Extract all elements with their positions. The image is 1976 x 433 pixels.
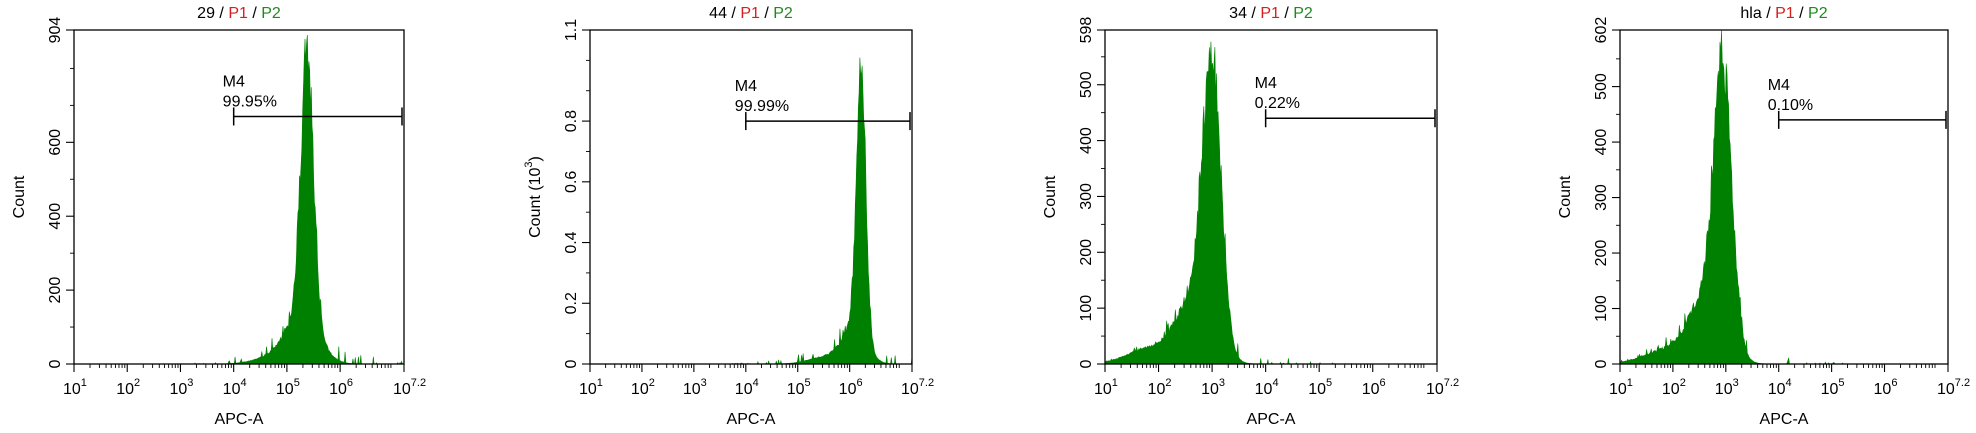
y-tick-label: 600 <box>47 129 64 156</box>
y-tick-label: 300 <box>1593 184 1610 211</box>
y-tick-label: 0.6 <box>563 171 580 193</box>
y-tick-label: 400 <box>47 203 64 230</box>
chart-title: hla / P1 / P2 <box>1740 5 1827 22</box>
x-tick-label: 101 <box>1094 377 1118 398</box>
x-tick-label: 103 <box>1201 377 1225 398</box>
title-p2: P2 <box>1293 5 1313 22</box>
plot-frame <box>589 29 913 365</box>
gate-percent: 0.22% <box>1255 95 1300 112</box>
x-axis-label: APC-A <box>1760 411 1809 428</box>
y-tick-label: 0.8 <box>563 110 580 132</box>
x-tick-label: 105 <box>1308 377 1332 398</box>
y-tick-label: 0 <box>1078 359 1095 368</box>
x-tick-label: 107.2 <box>901 377 934 398</box>
x-tick-label: 105 <box>1821 377 1845 398</box>
gate-name: M4 <box>1255 75 1277 92</box>
x-tick-label: 103 <box>169 377 193 398</box>
x-axis-label: APC-A <box>215 411 264 428</box>
title-sep: / <box>760 5 773 22</box>
y-tick-label: 0 <box>563 359 580 368</box>
gate-percent: 0.10% <box>1768 97 1813 114</box>
y-tick-label: 602 <box>1593 17 1610 44</box>
y-tick-label: 200 <box>1078 239 1095 266</box>
x-tick-label: 102 <box>1148 377 1172 398</box>
y-tick-label: 0 <box>1593 359 1610 368</box>
y-tick-label: 200 <box>1593 240 1610 267</box>
x-tick-label: 104 <box>223 377 247 398</box>
x-axis-label: APC-A <box>1247 411 1296 428</box>
y-tick-label: 598 <box>1078 17 1095 44</box>
title-p1: P1 <box>740 5 760 22</box>
y-tick-label: 500 <box>1078 71 1095 98</box>
histogram-panel-4: hla / P1 / P2 101 102 103 104 105 106 107.2 0 100… <box>1557 5 1970 428</box>
histogram-panel-3: 34 / P1 / P2 101 102 103 104 105 106 107.2 0 100 2… <box>1042 5 1459 428</box>
y-axis-label: Count <box>11 175 28 218</box>
title-p2: P2 <box>773 5 793 22</box>
x-tick-label: 107.2 <box>393 377 426 398</box>
y-tick-label: 100 <box>1593 295 1610 322</box>
title-sample: hla / <box>1740 5 1775 22</box>
x-tick-label: 106 <box>1362 377 1386 398</box>
y-axis-label: Count <box>1557 175 1574 218</box>
x-tick-label: 107.2 <box>1426 377 1459 398</box>
chart-title: 44 / P1 / P2 <box>709 5 793 22</box>
title-p2: P2 <box>1808 5 1828 22</box>
title-sep: / <box>1795 5 1808 22</box>
y-tick-label: 904 <box>47 17 64 44</box>
y-axis-label: Count (103) <box>523 156 544 238</box>
gate-name: M4 <box>223 73 245 90</box>
x-tick-label: 106 <box>839 377 863 398</box>
y-tick-label: 300 <box>1078 183 1095 210</box>
x-axis-label: APC-A <box>727 411 776 428</box>
y-tick-label: 100 <box>1078 295 1095 322</box>
y-tick-label: 1.1 <box>563 19 580 41</box>
title-sample: 29 / <box>197 5 228 22</box>
y-tick-label: 500 <box>1593 73 1610 100</box>
x-tick-label: 107.2 <box>1937 377 1970 398</box>
gate-percent: 99.95% <box>223 93 277 110</box>
y-axis-label: Count <box>1042 175 1059 218</box>
title-p1: P1 <box>228 5 248 22</box>
x-tick-label: 102 <box>631 377 655 398</box>
gate-name: M4 <box>735 78 757 95</box>
y-tick-label: 400 <box>1078 127 1095 154</box>
plot-frame <box>73 29 405 365</box>
y-tick-label: 0.2 <box>563 292 580 314</box>
x-tick-label: 106 <box>329 377 353 398</box>
title-sep: / <box>248 5 261 22</box>
x-tick-label: 104 <box>1255 377 1279 398</box>
x-tick-label: 106 <box>1874 377 1898 398</box>
x-tick-label: 102 <box>116 377 140 398</box>
title-sep: / <box>1280 5 1293 22</box>
x-tick-label: 102 <box>1662 377 1686 398</box>
gate-name: M4 <box>1768 77 1790 94</box>
x-tick-label: 101 <box>1609 377 1633 398</box>
x-tick-label: 103 <box>1715 377 1739 398</box>
title-p1: P1 <box>1260 5 1280 22</box>
plot-frame <box>1104 29 1438 365</box>
x-tick-label: 105 <box>276 377 300 398</box>
gate-percent: 99.99% <box>735 98 789 115</box>
x-tick-label: 105 <box>787 377 811 398</box>
y-tick-label: 0.4 <box>563 231 580 253</box>
chart-title: 34 / P1 / P2 <box>1229 5 1313 22</box>
x-tick-label: 104 <box>735 377 759 398</box>
title-p2: P2 <box>261 5 281 22</box>
y-tick-label: 400 <box>1593 129 1610 156</box>
x-tick-label: 104 <box>1768 377 1792 398</box>
y-tick-label: 200 <box>47 277 64 304</box>
title-sample: 44 / <box>709 5 740 22</box>
title-sample: 34 / <box>1229 5 1260 22</box>
y-tick-label: 0 <box>47 359 64 368</box>
histogram-panel-1: 29 / P1 / P2 101 102 103 104 105 106 107.2 0 200 4… <box>11 5 426 428</box>
title-p1: P1 <box>1775 5 1795 22</box>
x-tick-label: 101 <box>63 377 87 398</box>
x-tick-label: 101 <box>579 377 603 398</box>
plot-frame <box>1619 29 1949 365</box>
chart-title: 29 / P1 / P2 <box>197 5 281 22</box>
x-tick-label: 103 <box>683 377 707 398</box>
histogram-panel-2: 44 / P1 / P2 101 102 103 104 105 106 107.2 0 0.2 0… <box>523 5 934 428</box>
